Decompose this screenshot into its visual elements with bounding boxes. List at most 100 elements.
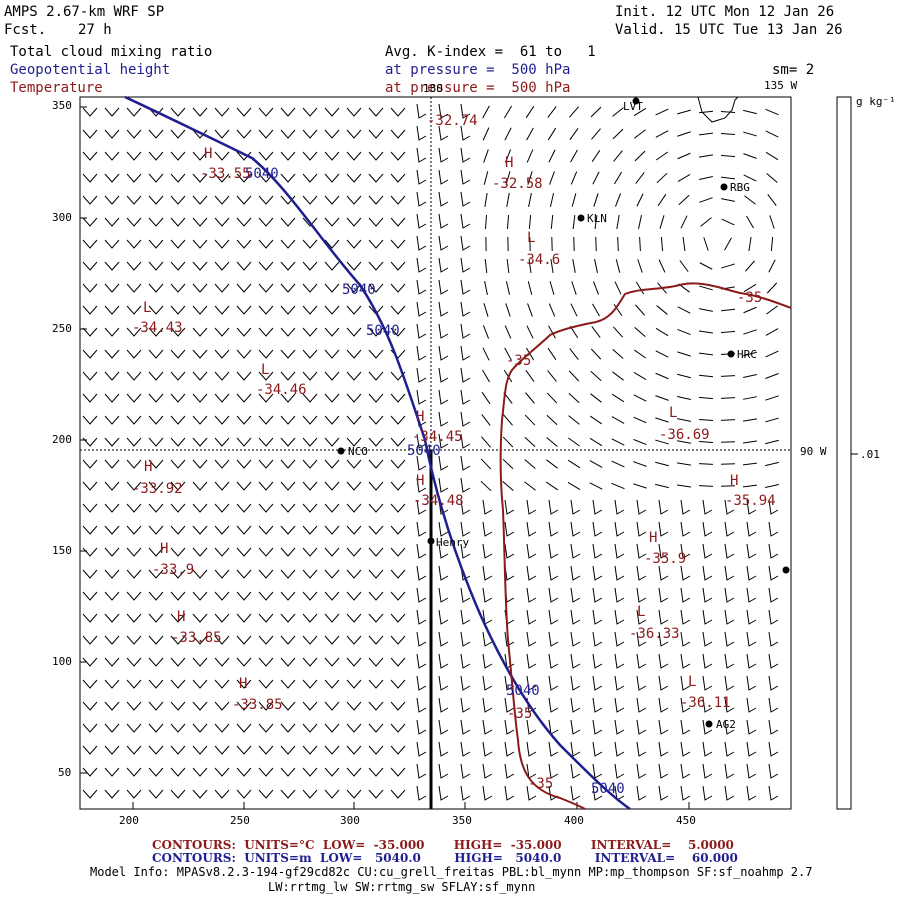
wind-barb [416, 169, 427, 185]
wind-barb [548, 609, 559, 625]
wind-barb [460, 147, 471, 163]
wind-barb [460, 785, 471, 801]
wind-barb [192, 393, 208, 403]
wind-barb [547, 370, 557, 382]
wind-barb [679, 260, 689, 272]
wind-barb [82, 503, 98, 513]
wind-barb [346, 591, 362, 601]
wind-barb [592, 719, 603, 735]
wind-barb [658, 587, 669, 603]
wind-barb [170, 679, 186, 689]
extremum-type: H [160, 541, 169, 557]
wind-barb [170, 767, 186, 777]
wind-barb [324, 459, 340, 469]
wind-barb [682, 236, 686, 252]
extremum-value: -33.85 [232, 697, 283, 713]
extremum-type: H [177, 609, 186, 625]
wind-barb [280, 547, 296, 557]
wind-barb [590, 393, 602, 403]
wind-barb [302, 305, 318, 315]
wind-barb [324, 129, 340, 139]
wind-barb [481, 436, 491, 448]
wind-barb [699, 330, 713, 334]
wind-barb [368, 107, 384, 117]
wind-barb [680, 215, 688, 229]
wind-barb [368, 547, 384, 557]
wind-barb [460, 653, 471, 669]
wind-barb [258, 767, 274, 777]
wind-barb [324, 569, 340, 579]
wind-barb [82, 547, 98, 557]
wind-barb [104, 107, 120, 117]
wind-barb [592, 587, 603, 603]
wind-barb [170, 283, 186, 293]
wind-barb [768, 675, 779, 691]
wind-barb [104, 415, 120, 425]
wind-barb [658, 697, 669, 713]
wind-barb [680, 587, 691, 603]
wind-barb [416, 455, 427, 471]
wind-barb [526, 325, 534, 339]
wind-barb [214, 129, 230, 139]
wind-barb [214, 107, 230, 117]
wind-barb [192, 415, 208, 425]
y-tick: 200 [52, 433, 72, 446]
model-info-2: LW:rrtmg_lw SW:rrtmg_sw SFLAY:sf_mynn [268, 880, 536, 894]
extremum-value: -35.94 [725, 493, 776, 509]
wind-barb [280, 107, 296, 117]
wind-barb [192, 767, 208, 777]
wind-barb [416, 477, 427, 493]
wind-barb [482, 631, 493, 647]
wind-barb [746, 719, 757, 735]
wind-barb [170, 415, 186, 425]
wind-barb [324, 305, 340, 315]
wind-barb [572, 214, 576, 230]
wind-barb [658, 499, 669, 515]
extremum-type: H [416, 409, 425, 425]
wind-barbs [82, 103, 779, 801]
kindex-avg: Avg. K-index = 61 to 1 [385, 44, 596, 60]
wind-barb [126, 129, 142, 139]
wind-barb [438, 411, 449, 427]
wind-barb [634, 150, 646, 162]
wind-barb [390, 789, 406, 799]
wind-barb [768, 499, 779, 515]
wind-barb [324, 503, 340, 513]
wind-barb [126, 591, 142, 601]
wind-barb [280, 393, 296, 403]
wind-barb [236, 437, 252, 447]
wind-barb [569, 128, 579, 140]
field-temp: Temperature [10, 80, 103, 96]
wind-barb [148, 679, 164, 689]
wind-barb [724, 785, 735, 801]
wind-barb [280, 305, 296, 315]
x-tick: 200 [119, 814, 139, 827]
wind-barb [104, 393, 120, 403]
wind-barb [390, 393, 406, 403]
wind-barb [768, 543, 779, 559]
wind-barb [677, 174, 691, 182]
wind-barb [148, 657, 164, 667]
wind-barb [568, 392, 580, 404]
wind-barb [390, 173, 406, 183]
y-tick: 350 [52, 99, 72, 112]
wind-barb [698, 441, 714, 443]
wind-barb [743, 283, 757, 293]
wind-barb [368, 173, 384, 183]
extremum-type: L [527, 230, 536, 246]
wind-barb [636, 631, 647, 647]
wind-barb [82, 701, 98, 711]
wind-barb [324, 723, 340, 733]
wind-barb [677, 306, 691, 314]
station-label: NCO [348, 445, 368, 458]
wind-barb [104, 679, 120, 689]
wind-barb [724, 543, 735, 559]
wind-barb [570, 587, 581, 603]
wind-barb [346, 393, 362, 403]
wind-barb [655, 439, 669, 445]
wind-barb [460, 125, 471, 141]
wind-barb [769, 215, 775, 229]
wind-barb [547, 106, 557, 118]
wind-barb [82, 393, 98, 403]
